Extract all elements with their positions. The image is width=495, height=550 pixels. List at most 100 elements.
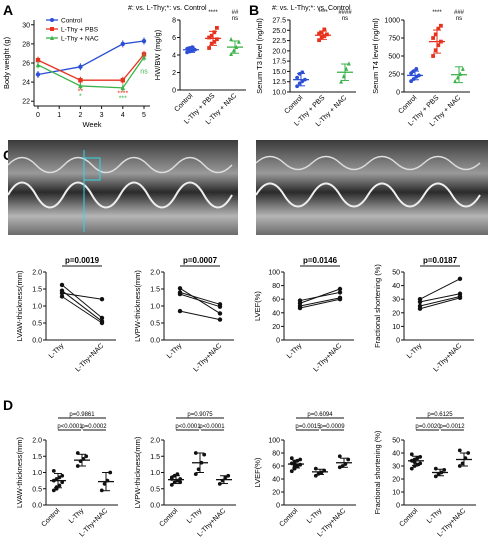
group3-point [409,452,414,457]
t3-ytick-label: 15.0 [272,69,286,76]
paired2-ytick-label: 40 [272,310,280,317]
t4-point [431,36,435,40]
bw-annotation: * [79,93,82,100]
group0-point [108,470,113,475]
group1-p-top: p=0.9075 [187,412,213,418]
paired1-xtick-label: L-Thy [166,342,184,360]
bw-point [141,54,147,60]
t3-ytick-label: 12.5 [272,79,286,86]
group0-point [51,488,56,493]
group1-point [202,452,207,457]
paired3-pvalue: p=0.0187 [423,256,458,265]
paired2-ytick-label: 20 [272,324,280,331]
bw-ytick-label: 22 [22,99,30,106]
paired0-y-label: LVAW-thickness(mm) [15,270,24,341]
t4-y-label: Serum T4 level (ng/ml) [371,18,380,94]
t3-point [319,35,324,40]
group3-ytick-label: 20 [392,477,400,484]
group2-point [289,456,294,461]
paired0-pvalue: p=0.0019 [65,256,100,265]
bw-legend-label: Control [61,18,83,25]
bw-legend-marker [50,18,54,22]
hwbw-point [207,46,211,50]
group3-y-label: Fractional shortening (%) [373,430,382,514]
hwbw-point [207,35,211,40]
group0-point [51,468,56,473]
panel-label-a: A [3,2,13,18]
paired0-xtick-label: L-Thy+NAC [74,342,105,373]
group1-ytick-label: 2.0 [150,438,160,445]
t3-point [317,38,321,43]
group2-ytick-label: 20 [272,490,280,497]
paired0-xtick-label: L-Thy [48,342,66,360]
group0-point [60,480,65,485]
group1-point [193,472,198,477]
bw-annotation: **** [117,90,128,97]
group3-ytick-label: 30 [392,464,400,471]
t3-point [322,34,327,38]
panel-label-b: B [249,2,259,18]
group3-p-left: p=0.0020 [415,424,441,430]
t3-point [347,61,351,66]
bw-point [35,57,41,63]
paired0-pair-line [61,292,103,300]
paired0-point [99,320,105,326]
group2-point [289,469,294,474]
group0-point [99,488,104,493]
t4-point [409,71,413,76]
group0-ytick-label: 2.0 [32,438,42,445]
hwbw-point [209,41,214,46]
paired0-ytick-label: 2.0 [32,270,42,277]
t4-point [414,67,419,71]
bw-legend-label: L-Thy + PBS [61,27,99,34]
paired0-ytick-label: 1.5 [32,287,42,294]
t4-sig: **** [432,10,442,16]
paired2-xtick-label: L-Thy [286,342,304,360]
group3-ytick-label: 50 [392,438,400,445]
hwbw-xtick-label: Control [173,92,194,113]
group3-ytick-label: 40 [392,451,400,458]
bw-xtick-label: 2 [78,112,82,119]
bw-point [120,78,125,83]
hwbw-point [209,33,214,38]
hwbw-point [215,37,219,42]
bw-point [141,38,147,44]
paired3-ytick-label: 20 [392,310,400,317]
bw-annotation: *** [119,95,127,102]
paired3-ytick-label: 40 [392,283,400,290]
t4-xtick-label: Control [397,94,418,115]
paired2-point [297,305,303,311]
bw-xtick-label: 4 [121,112,125,119]
paired0-point [99,315,105,321]
group2-p-right: p=0.0009 [319,424,345,430]
paired1-y-label: LVPW-thickness(mm) [133,270,142,342]
paired2-pvalue: p=0.0146 [303,256,338,265]
paired3-pair-line [419,278,461,300]
bw-point [78,83,83,89]
bw-point [35,62,41,68]
paired1-xtick-label: L-Thy+NAC [192,342,223,373]
group0-point [60,473,65,478]
group2-ytick-label: 100 [268,438,280,445]
paired1-point [177,308,183,314]
group0-point [84,454,89,459]
group3-point [457,464,462,468]
bw-x-label: Week [82,120,101,129]
group2-xtick-label: L-Thy [306,507,324,525]
hwbw-point [229,36,233,42]
group3-point [433,466,438,471]
group3-point [418,461,423,466]
t4-ytick-label: 0 [396,90,400,97]
t3-ytick-label: 10.0 [272,90,286,97]
t4-ytick-label: 250 [388,72,400,79]
bw-series-line [37,40,145,76]
paired1-point [217,317,223,322]
group0-p-left: p<0.0001 [57,424,83,430]
t3-ytick-label: 20.0 [272,48,286,55]
paired2-pair-line [299,298,341,309]
group1-ytick-label: 0.5 [150,486,160,493]
t4-point [436,43,441,48]
t3-ytick-label: 27.5 [272,18,286,25]
paired1-ytick-label: 1.0 [150,304,160,311]
group1-xtick-label: L-Thy [186,507,204,525]
